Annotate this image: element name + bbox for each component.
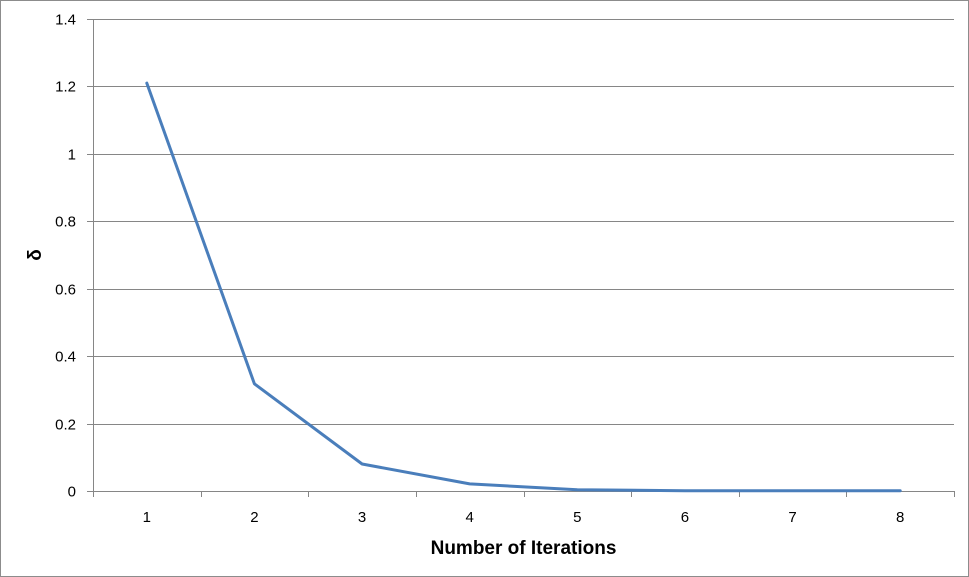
y-tick-label: 0.6 [55, 282, 76, 299]
x-axis-title: Number of Iterations [431, 538, 617, 559]
tick-labels: 0 0.2 0.4 0.6 0.8 1 1.2 1.4 1 2 3 4 5 6 7 8 [55, 12, 904, 527]
data-series [145, 81, 902, 493]
y-tick-label: 0.4 [55, 349, 76, 366]
y-tick-label: 0 [68, 484, 76, 501]
x-tick-label: 7 [788, 509, 796, 526]
y-tick-label: 1 [68, 147, 76, 164]
series-line [145, 81, 902, 493]
axes [87, 19, 955, 497]
y-tick-label: 1.4 [55, 12, 76, 29]
x-tick-label: 2 [250, 509, 258, 526]
gridlines [93, 19, 954, 425]
x-tick-label: 3 [358, 509, 366, 526]
y-axis-title: δ [25, 249, 46, 261]
x-tick-label: 5 [573, 509, 581, 526]
y-tick-label: 0.8 [55, 214, 76, 231]
x-tick-label: 6 [681, 509, 689, 526]
y-tick-label: 1.2 [55, 79, 76, 96]
x-tick-label: 1 [143, 509, 151, 526]
x-tick-label: 4 [466, 509, 474, 526]
x-tick-label: 8 [896, 509, 904, 526]
y-tick-label: 0.2 [55, 417, 76, 434]
